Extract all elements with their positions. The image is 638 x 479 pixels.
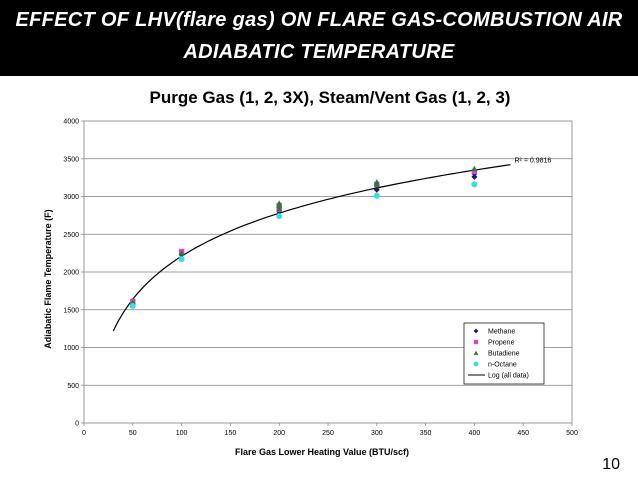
point-n-octane — [373, 192, 380, 199]
chart-title: Purge Gas (1, 2, 3X), Steam/Vent Gas (1,… — [149, 88, 511, 107]
legend-swatch — [473, 339, 479, 345]
slide-title-line1: EFFECT OF LHV(flare gas) ON FLARE GAS-CO… — [15, 9, 623, 31]
point-butadiene — [471, 165, 478, 172]
x-tick-label: 50 — [129, 430, 137, 437]
point-n-octane — [471, 181, 478, 188]
r-squared-label: R² = 0.9816 — [515, 158, 552, 165]
legend-label: Propene — [488, 340, 515, 347]
point-butadiene — [373, 179, 380, 185]
legend-label: n-Octane — [488, 362, 517, 369]
page-number: 10 — [602, 456, 620, 473]
legend-label: Methane — [488, 329, 515, 336]
x-tick-label: 200 — [273, 430, 285, 437]
legend-label: Butadiene — [488, 351, 520, 358]
y-axis: 0 500 1000 1500 2000 2500 3000 3500 4000 — [63, 119, 84, 428]
y-tick-label: 500 — [67, 383, 79, 390]
legend-swatch — [473, 328, 479, 334]
y-tick-label: 3500 — [63, 156, 79, 163]
x-tick-label: 150 — [225, 430, 237, 437]
x-tick-label: 250 — [322, 430, 334, 437]
x-tick-label: 350 — [420, 430, 432, 437]
x-tick-label: 100 — [176, 430, 188, 437]
legend: Methane Propene Butadiene n-Octane Log (all … — [463, 322, 545, 385]
y-tick-label: 2500 — [63, 232, 79, 239]
point-propene — [471, 168, 478, 175]
data-points — [129, 165, 478, 309]
x-tick-label: 300 — [371, 430, 383, 437]
y-axis-title: Adiabatic Flame Temperature (F) — [43, 209, 53, 348]
y-tick-label: 1500 — [63, 307, 79, 314]
legend-swatch — [473, 361, 479, 367]
point-butadiene — [276, 205, 283, 212]
x-axis-title: Flare Gas Lower Heating Value (BTU/scf) — [235, 447, 409, 457]
y-tick-label: 2000 — [63, 270, 79, 277]
point-n-octane — [276, 213, 283, 220]
x-tick-label: 0 — [82, 430, 86, 437]
point-butadiene — [129, 299, 136, 305]
x-tick-label: 400 — [469, 430, 481, 437]
y-tick-label: 3000 — [63, 194, 79, 201]
title-banner: EFFECT OF LHV(flare gas) ON FLARE GAS-CO… — [0, 0, 638, 76]
legend-swatch — [473, 350, 479, 355]
point-n-octane — [129, 302, 136, 309]
y-tick-label: 0 — [75, 421, 79, 428]
y-tick-label: 4000 — [63, 119, 79, 126]
y-tick-label: 1000 — [63, 345, 79, 352]
point-methane — [471, 173, 478, 180]
x-axis: 0 50 100 150 200 250 300 350 400 450 500 — [82, 423, 578, 437]
point-butadiene — [276, 200, 283, 206]
point-butadiene — [178, 250, 185, 256]
x-tick-label: 450 — [517, 430, 529, 437]
point-n-octane — [178, 256, 185, 263]
point-methane — [373, 186, 380, 193]
slide-title-line2: ADIABATIC TEMPERATURE — [183, 41, 455, 63]
x-tick-label: 500 — [566, 430, 578, 437]
legend-label: Log (all data) — [488, 373, 529, 380]
trendline-log — [112, 164, 511, 332]
